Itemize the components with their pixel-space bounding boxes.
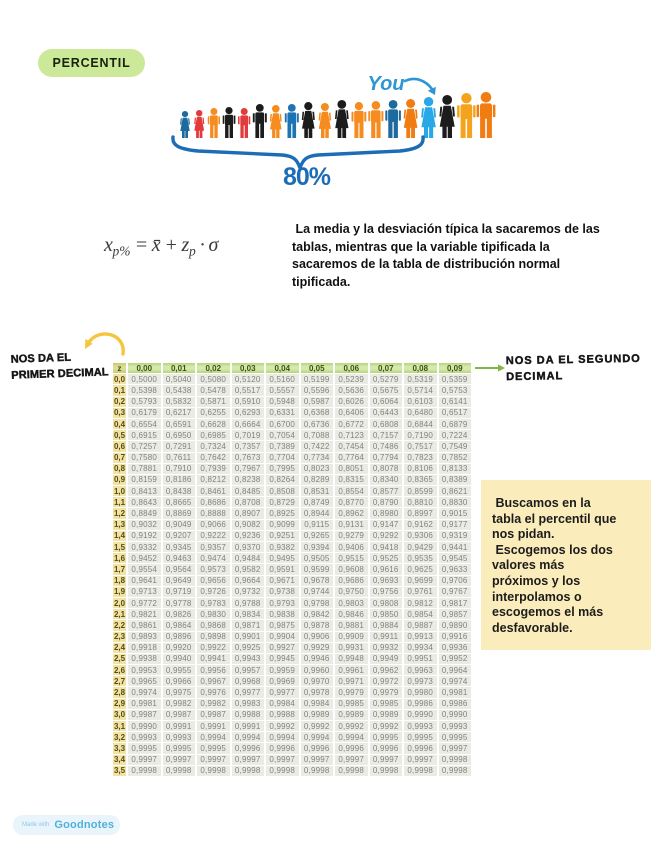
svg-text:80%: 80% [283,163,331,191]
svg-text:You: You [367,73,404,95]
